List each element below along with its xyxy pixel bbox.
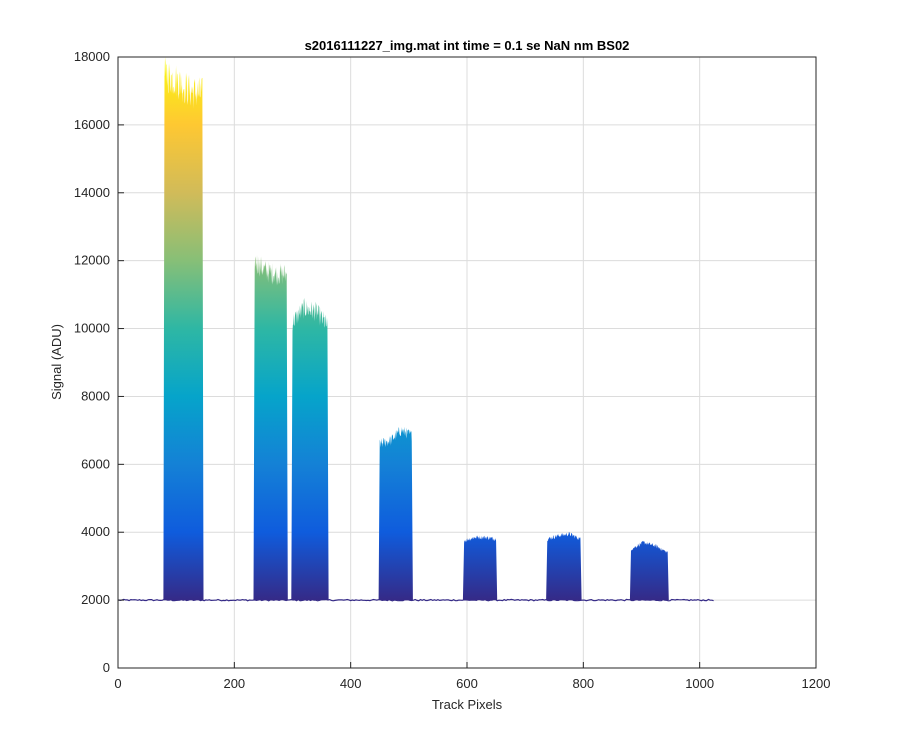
x-tick-label: 1000 bbox=[685, 676, 714, 691]
y-tick-label: 18000 bbox=[74, 49, 110, 64]
x-tick-label: 200 bbox=[223, 676, 245, 691]
axis-ticks: 0 200 400 600 800 1000 12000200040006000800010… bbox=[74, 49, 831, 691]
x-tick-label: 600 bbox=[456, 676, 478, 691]
chart-title: s2016111227_img.mat int time = 0.1 se Na… bbox=[305, 38, 630, 53]
signal-peak-6 bbox=[546, 531, 582, 601]
y-tick-label: 10000 bbox=[74, 321, 110, 336]
x-tick-label: 800 bbox=[572, 676, 594, 691]
signal-peak-1 bbox=[163, 57, 204, 601]
data-area bbox=[118, 57, 714, 602]
y-tick-label: 0 bbox=[103, 660, 110, 675]
signal-peak-5 bbox=[462, 535, 498, 601]
y-tick-label: 12000 bbox=[74, 253, 110, 268]
x-tick-label: 1200 bbox=[802, 676, 831, 691]
y-tick-label: 2000 bbox=[81, 592, 110, 607]
signal-peak-3 bbox=[291, 298, 329, 601]
signal-peak-4 bbox=[378, 426, 413, 601]
y-tick-label: 4000 bbox=[81, 524, 110, 539]
y-tick-label: 16000 bbox=[74, 117, 110, 132]
x-tick-label: 0 bbox=[114, 676, 121, 691]
y-tick-label: 14000 bbox=[74, 185, 110, 200]
y-tick-label: 8000 bbox=[81, 388, 110, 403]
x-axis-label: Track Pixels bbox=[432, 697, 503, 712]
signal-peak-2 bbox=[253, 254, 288, 601]
signal-peak-7 bbox=[629, 540, 669, 601]
y-tick-label: 6000 bbox=[81, 456, 110, 471]
y-axis-label: Signal (ADU) bbox=[49, 324, 64, 400]
baseline-signal bbox=[118, 598, 714, 602]
x-tick-label: 400 bbox=[340, 676, 362, 691]
